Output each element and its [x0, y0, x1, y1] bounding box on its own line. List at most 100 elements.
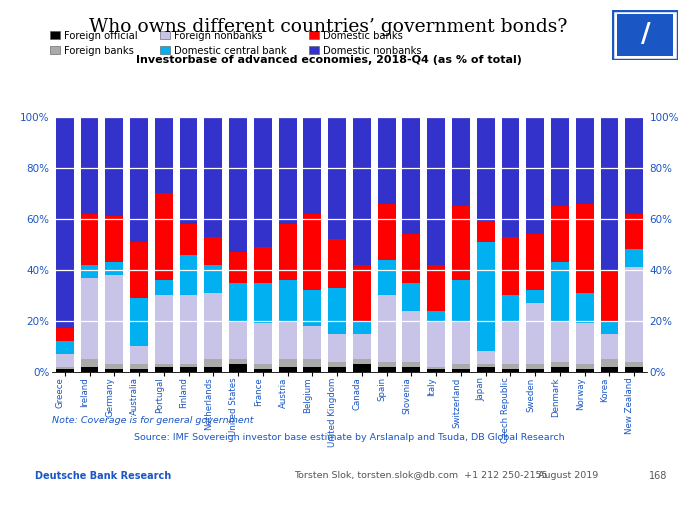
- Bar: [106, 364, 123, 369]
- Bar: [254, 323, 272, 364]
- Bar: [477, 117, 495, 222]
- Bar: [551, 321, 569, 361]
- Bar: [155, 117, 173, 193]
- Bar: [80, 265, 99, 278]
- Bar: [56, 329, 73, 341]
- Bar: [576, 323, 593, 364]
- Bar: [526, 369, 544, 372]
- Bar: [254, 117, 272, 247]
- Bar: [106, 369, 123, 372]
- Bar: [353, 265, 370, 321]
- Bar: [551, 367, 569, 372]
- Text: Investorbase of advanced economies, 2018-Q4 (as % of total): Investorbase of advanced economies, 2018…: [136, 55, 521, 64]
- Text: Note: Coverage is for general government: Note: Coverage is for general government: [52, 416, 254, 425]
- Bar: [526, 364, 544, 369]
- Bar: [452, 206, 470, 280]
- Bar: [501, 117, 519, 237]
- Bar: [80, 359, 99, 367]
- Bar: [377, 117, 396, 204]
- Bar: [329, 367, 346, 372]
- Bar: [56, 117, 73, 329]
- Bar: [452, 321, 470, 364]
- Bar: [377, 361, 396, 367]
- Bar: [353, 321, 370, 334]
- Text: August 2019: August 2019: [538, 471, 598, 479]
- Bar: [80, 117, 99, 214]
- Bar: [617, 15, 672, 56]
- Bar: [56, 354, 73, 367]
- Bar: [155, 280, 173, 295]
- Bar: [403, 117, 420, 234]
- Bar: [501, 321, 519, 364]
- Text: Source: IMF Sovereign investor base estimate by Arslanalp and Tsuda, DB Global R: Source: IMF Sovereign investor base esti…: [134, 433, 565, 442]
- Bar: [155, 295, 173, 364]
- Bar: [477, 222, 495, 242]
- Bar: [303, 359, 322, 367]
- Bar: [427, 367, 445, 369]
- Bar: [551, 262, 569, 321]
- Bar: [329, 288, 346, 334]
- Bar: [600, 270, 619, 321]
- Bar: [526, 290, 544, 303]
- Bar: [130, 346, 148, 364]
- Bar: [353, 364, 370, 372]
- Bar: [254, 283, 272, 323]
- Bar: [427, 117, 445, 265]
- Bar: [377, 259, 396, 295]
- Bar: [501, 237, 519, 295]
- Bar: [180, 295, 198, 364]
- Bar: [353, 334, 370, 359]
- Bar: [403, 367, 420, 372]
- Bar: [229, 283, 247, 321]
- Bar: [130, 117, 148, 242]
- Bar: [477, 364, 495, 367]
- Bar: [600, 367, 619, 372]
- Text: Deutsche Bank Research: Deutsche Bank Research: [35, 471, 171, 480]
- Bar: [180, 117, 198, 224]
- Bar: [56, 367, 73, 369]
- Bar: [106, 117, 123, 216]
- Bar: [303, 367, 322, 372]
- Bar: [329, 239, 346, 288]
- Bar: [526, 117, 544, 234]
- Bar: [576, 293, 593, 323]
- Bar: [427, 321, 445, 367]
- Bar: [403, 283, 420, 310]
- Bar: [229, 364, 247, 372]
- Bar: [130, 369, 148, 372]
- Bar: [279, 321, 296, 359]
- Bar: [180, 364, 198, 367]
- Bar: [204, 367, 222, 372]
- Bar: [501, 364, 519, 369]
- Bar: [279, 280, 296, 321]
- Bar: [204, 265, 222, 293]
- Bar: [427, 369, 445, 372]
- Bar: [501, 369, 519, 372]
- Bar: [626, 250, 643, 267]
- Bar: [329, 117, 346, 239]
- Bar: [329, 334, 346, 361]
- Bar: [377, 204, 396, 259]
- Bar: [353, 117, 370, 265]
- Bar: [576, 204, 593, 293]
- Bar: [600, 334, 619, 359]
- Bar: [353, 359, 370, 364]
- Bar: [452, 369, 470, 372]
- Bar: [626, 267, 643, 361]
- Text: Torsten Slok, torsten.slok@db.com  +1 212 250-2155: Torsten Slok, torsten.slok@db.com +1 212…: [294, 471, 547, 479]
- Bar: [279, 224, 296, 280]
- Bar: [526, 234, 544, 290]
- Bar: [279, 367, 296, 372]
- Bar: [155, 364, 173, 367]
- Bar: [526, 303, 544, 364]
- Bar: [303, 117, 322, 214]
- Bar: [377, 295, 396, 361]
- Bar: [229, 359, 247, 364]
- Bar: [626, 361, 643, 367]
- Bar: [303, 290, 322, 326]
- Bar: [204, 359, 222, 367]
- Bar: [254, 364, 272, 369]
- Bar: [279, 117, 296, 224]
- Bar: [403, 361, 420, 367]
- Bar: [477, 352, 495, 364]
